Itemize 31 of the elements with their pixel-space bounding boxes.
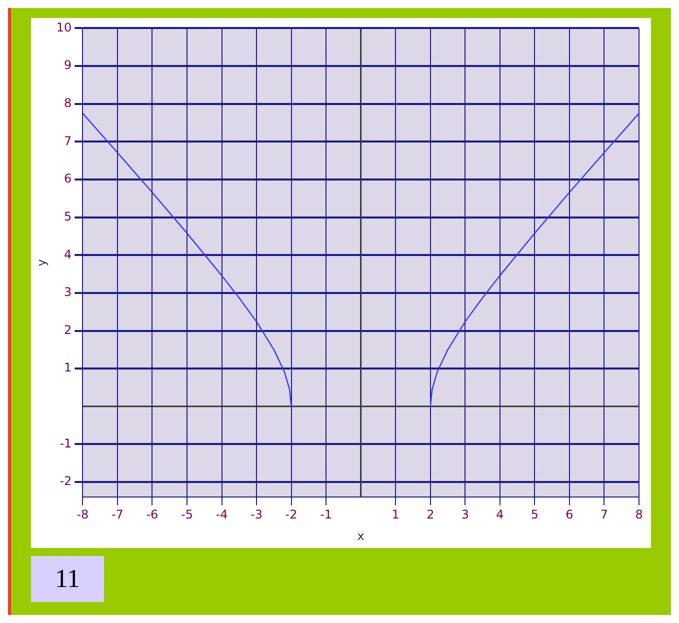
text: 11: [31, 556, 104, 602]
y-tick-label: 9: [64, 58, 72, 72]
x-tick-label: -2: [285, 508, 298, 522]
y-tick-label: 2: [64, 322, 72, 337]
y-tick-label: 3: [64, 285, 72, 300]
y-tick-label: -1: [60, 436, 72, 450]
x-tick-label: 6: [566, 508, 574, 522]
x-tick-label: 3: [461, 508, 469, 522]
x-tick-label: -3: [250, 508, 263, 522]
x-tick-label: -4: [216, 508, 228, 522]
x-tick-label: 5: [530, 508, 539, 522]
y-tick-label: -2: [60, 474, 72, 488]
x-tick-label: -6: [146, 508, 158, 522]
y-tick-label: 6: [64, 172, 72, 186]
y-axis-title: y: [34, 259, 48, 266]
y-tick-label: 4: [64, 247, 72, 262]
y-tick-label: 5: [64, 209, 72, 224]
y-tick-label: 10: [56, 20, 72, 34]
x-tick-label: 4: [496, 508, 504, 522]
x-tick-label: 1: [392, 508, 400, 522]
y-tick-label: 8: [64, 96, 72, 110]
x-tick-label: -7: [111, 508, 124, 522]
x-tick-label: -5: [180, 508, 193, 522]
x-tick-label: 8: [635, 508, 643, 522]
x-tick-label: 7: [600, 508, 608, 522]
x-tick-label: 2: [426, 508, 434, 522]
x-axis-title: x: [357, 528, 364, 543]
y-tick-label: 7: [64, 134, 72, 148]
x-tick-label: -8: [76, 508, 89, 522]
y-tick-label: 1: [64, 360, 72, 375]
x-tick-label: -1: [320, 508, 332, 522]
